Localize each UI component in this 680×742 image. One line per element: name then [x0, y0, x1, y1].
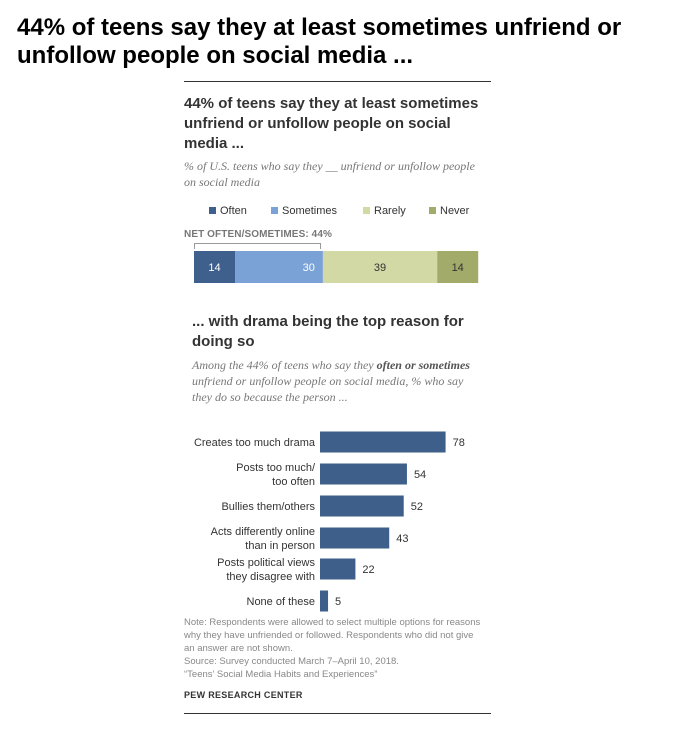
net-often-sometimes-label: NET OFTEN/SOMETIMES: 44%	[184, 229, 332, 240]
legend-item-sometimes: Sometimes	[271, 204, 337, 218]
stacked-segment-sometimes	[235, 251, 323, 283]
bottom-divider	[184, 713, 491, 714]
stacked-bar-chart: 14 30 39 14	[194, 251, 479, 283]
credit-logo-text: PEW RESEARCH CENTER	[184, 690, 303, 700]
legend-swatch-sometimes	[271, 207, 278, 214]
chart-subtitle: % of U.S. teens who say they __ unfriend…	[184, 159, 475, 189]
section-subtitle-part1: Among the 44% of teens who say they	[192, 358, 377, 372]
reason-label-0: Creates too much drama	[194, 437, 316, 449]
legend-swatch-often	[209, 207, 216, 214]
reason-label-3: Acts differently online than in person	[211, 526, 315, 552]
legend-swatch-rarely	[363, 207, 370, 214]
top-divider	[184, 81, 491, 82]
reason-value-0: 78	[453, 437, 465, 449]
reason-value-2: 52	[411, 501, 423, 513]
page-title: 44% of teens say they at least sometimes…	[17, 14, 622, 69]
reason-label-2: Bullies them/others	[221, 501, 315, 513]
legend-label-never: Never	[440, 205, 470, 217]
legend-item-rarely: Rarely	[363, 204, 406, 218]
stacked-value-often: 14	[208, 262, 220, 274]
reason-bar-4	[320, 558, 356, 580]
section-title: ... with drama being the top reason for …	[192, 313, 464, 350]
reason-value-5: 5	[335, 596, 341, 608]
stacked-segment-rarely	[322, 251, 438, 283]
stacked-segment-often	[194, 251, 236, 283]
reason-value-1: 54	[414, 469, 426, 481]
reason-bar-5	[320, 590, 329, 612]
note-text: Note: Respondents were allowed to select…	[184, 617, 481, 654]
reason-label-1: Posts too much/too often	[236, 462, 316, 488]
legend-item-often: Often	[209, 204, 247, 218]
net-bracket	[194, 243, 321, 249]
reason-label-5: None of these	[247, 596, 316, 608]
notes: Note: Respondents were allowed to select…	[184, 616, 484, 681]
report-title: “Teens’ Social Media Habits and Experien…	[184, 669, 378, 680]
legend-item-never: Never	[429, 204, 469, 218]
reason-bar-0	[320, 431, 446, 453]
section-subtitle-bold: often or sometimes	[376, 358, 470, 372]
legend-swatch-never	[429, 207, 436, 214]
reasons-bar-chart: 78 Creates too much drama 54 Posts too much…	[194, 431, 465, 612]
reason-bar-2	[320, 495, 404, 517]
reason-value-4: 22	[362, 564, 374, 576]
legend-label-often: Often	[220, 205, 247, 217]
reason-bar-1	[320, 463, 407, 485]
legend-label-rarely: Rarely	[374, 205, 406, 217]
reason-value-3: 43	[396, 533, 408, 545]
stacked-value-sometimes: 30	[303, 262, 315, 274]
legend-label-sometimes: Sometimes	[282, 205, 338, 217]
chart-title: 44% of teens say they at least sometimes…	[184, 95, 479, 152]
section-subtitle: Among the 44% of teens who say they ofte…	[192, 357, 482, 405]
stacked-value-never: 14	[452, 262, 464, 274]
reason-label-4: Posts political views they disagree with	[217, 557, 315, 583]
source-text: Source: Survey conducted March 7–April 1…	[184, 656, 399, 667]
stacked-segment-never	[437, 251, 479, 283]
reason-bar-3	[320, 527, 390, 549]
stacked-value-rarely: 39	[374, 262, 386, 274]
section-subtitle-part2: unfriend or unfollow people on social me…	[192, 374, 464, 404]
